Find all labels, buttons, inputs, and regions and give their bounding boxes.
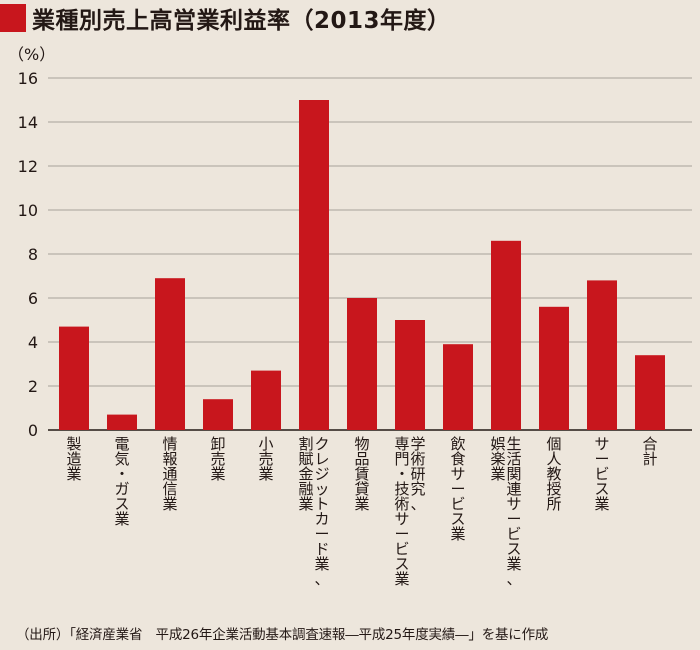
x-tick-label: 電気・ガス業 [114, 435, 129, 528]
y-tick-label: 2 [28, 377, 38, 396]
x-tick-label-line: 割賦金融業 [298, 435, 313, 513]
bar [635, 355, 665, 430]
x-tick-label-line: 卸売業 [210, 435, 225, 483]
y-tick-label: 16 [18, 69, 38, 88]
x-tick-label-line: 製造業 [66, 435, 81, 483]
x-tick-label: 卸売業 [210, 435, 225, 483]
bar [59, 326, 89, 430]
x-tick-label: クレジットカード業、割賦金融業 [298, 435, 329, 588]
bar [155, 278, 185, 430]
x-tick-label: 製造業 [66, 435, 81, 483]
x-tick-label: 生活関連サービス業、娯楽業 [490, 435, 521, 588]
x-tick-label: 情報通信業 [162, 435, 177, 513]
bar [443, 344, 473, 430]
x-tick-label-line: 電気・ガス業 [114, 435, 129, 528]
x-tick-label: 物品賃貸業 [354, 435, 369, 513]
x-tick-label-line: 小売業 [258, 435, 273, 483]
bar [347, 298, 377, 430]
x-tick-label: 小売業 [258, 435, 273, 483]
bar [107, 414, 137, 430]
x-tick-label-line: 合計 [642, 435, 657, 468]
source-note: （出所）「経済産業省 平成26年企業活動基本調査速報―平成25年度実績―」を基に… [16, 627, 549, 643]
y-axis-unit-label: （%） [8, 45, 55, 64]
x-tick-label-line: サービス業 [594, 435, 609, 513]
bar [299, 100, 329, 430]
bar [203, 399, 233, 430]
y-tick-label: 0 [28, 421, 38, 440]
bar [395, 320, 425, 430]
x-tick-label: 個人教授所 [546, 435, 561, 513]
x-tick-label: 学術研究、専門・技術サービス業 [394, 435, 425, 588]
x-tick-label: サービス業 [594, 435, 609, 513]
bar [251, 370, 281, 430]
x-tick-label: 合計 [642, 435, 657, 468]
x-tick-label-line: 飲食サービス業 [450, 435, 465, 543]
x-tick-label-line: 情報通信業 [162, 435, 177, 513]
y-tick-label: 8 [28, 245, 38, 264]
title-marker [0, 4, 26, 32]
x-tick-label-line: 生活関連サービス業、 [506, 435, 521, 588]
x-tick-label-line: 娯楽業 [490, 435, 505, 483]
y-tick-label: 10 [18, 201, 38, 220]
bars [59, 100, 665, 430]
y-tick-label: 14 [18, 113, 38, 132]
chart-title-block: 業種別売上高営業利益率（2013年度） [0, 0, 700, 38]
y-axis-ticks: 0 2 4 6 8 10 12 14 16 [18, 69, 38, 440]
x-tick-label: 飲食サービス業 [450, 435, 465, 543]
y-tick-label: 12 [18, 157, 38, 176]
y-tick-label: 4 [28, 333, 38, 352]
x-axis-labels: 製造業 電気・ガス業 情報通信業 卸売業 小売業 クレジットカード業、割賦金融業 物品賃貸業… [66, 435, 657, 588]
bar [539, 306, 569, 430]
x-tick-label-line: 学術研究、 [410, 435, 425, 513]
x-tick-label-line: 専門・技術サービス業 [394, 435, 409, 588]
y-tick-label: 6 [28, 289, 38, 308]
bar [491, 240, 521, 430]
x-tick-label-line: 個人教授所 [546, 435, 561, 513]
chart-title: 業種別売上高営業利益率（2013年度） [32, 8, 451, 34]
x-tick-label-line: クレジットカード業、 [314, 435, 329, 588]
bar [587, 280, 617, 430]
x-tick-label-line: 物品賃貸業 [354, 435, 369, 513]
